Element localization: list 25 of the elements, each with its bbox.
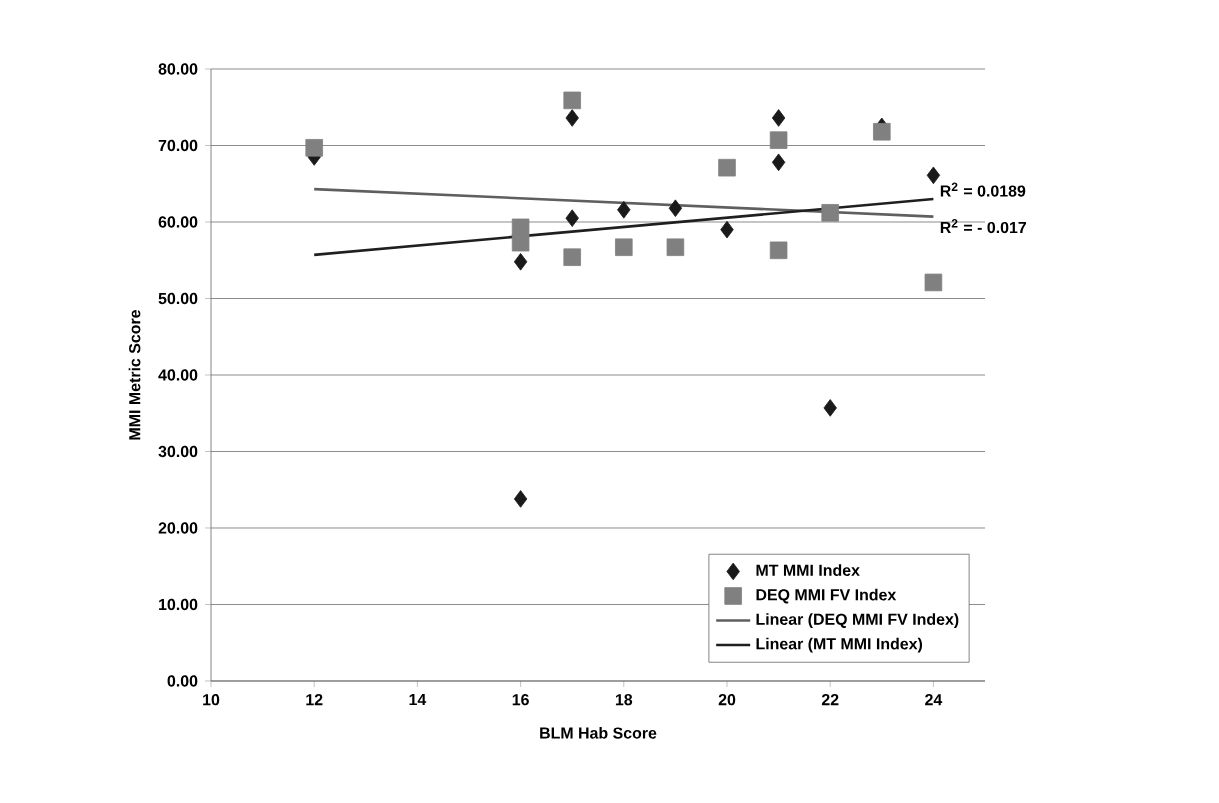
y-tick-label: 60.00 (158, 216, 198, 228)
legend-label: DEQ MMI FV Index (756, 588, 897, 604)
x-tick-label: 14 (409, 694, 427, 705)
y-tick-label: 50.00 (158, 292, 198, 305)
annotation: R$^{2}$ = - 0.017 (940, 219, 1027, 234)
x-axis-title: BLM Hab Score (540, 726, 657, 739)
y-tick-label: 80.00 (158, 63, 198, 75)
legend-label: Linear (DEQ MMI FV Index) (756, 613, 959, 629)
y-tick-label: 10.00 (159, 598, 198, 611)
x-tick-label: 10 (203, 694, 220, 706)
y-tick-label: 20.00 (158, 522, 198, 534)
x-tick-label: 22 (821, 694, 839, 706)
y-tick-label: 0.00 (167, 675, 198, 687)
y-tick-label: 70.00 (158, 139, 198, 152)
x-tick-label: 16 (512, 694, 529, 706)
x-tick-label: 18 (615, 694, 633, 706)
y-tick-label: 40.00 (158, 369, 198, 381)
legend-label: MT MMI Index (756, 564, 860, 576)
annotation: R$^{2}$ = 0.0189 (940, 182, 1026, 197)
x-tick-label: 24 (925, 694, 943, 706)
x-tick-label: 20 (718, 694, 736, 706)
legend-label: Linear (MT MMI Index) (756, 637, 923, 653)
y-axis-title: MMI Metric Score (128, 310, 141, 440)
y-tick-label: 30.00 (158, 445, 198, 458)
x-tick-label: 12 (306, 694, 323, 706)
